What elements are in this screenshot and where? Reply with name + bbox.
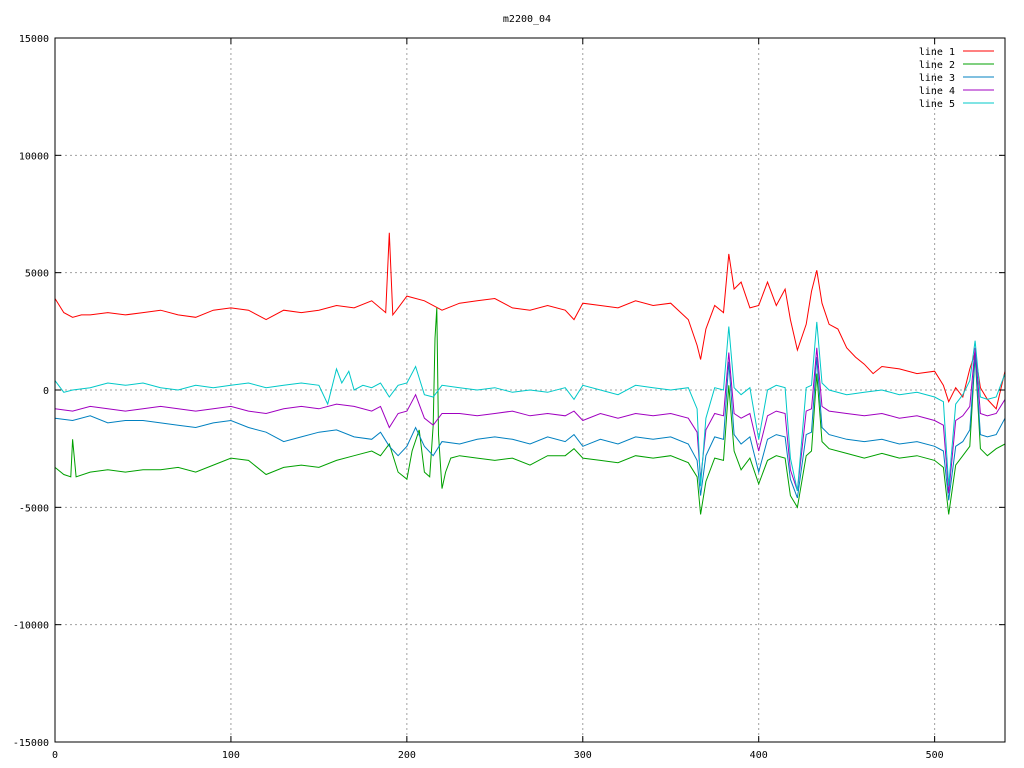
x-tick-label: 200 [398, 750, 416, 761]
legend-label: line 2 [919, 60, 955, 71]
series-line-5 [54, 321, 1006, 492]
series-line-4 [54, 347, 1006, 494]
series-line-2 [54, 307, 1006, 515]
legend-label: line 3 [919, 73, 955, 84]
y-tick-label: 15000 [19, 34, 49, 45]
tick-layer: 0 100 200 300 400 500 -15000 -10000 -5000 0 5000 10… [13, 34, 1005, 761]
x-tick-label: 300 [574, 750, 592, 761]
x-tick-label: 400 [750, 750, 768, 761]
x-tick-label: 100 [222, 750, 240, 761]
series-layer [54, 232, 1006, 515]
grid-layer [55, 38, 1005, 742]
y-tick-label: -5000 [19, 503, 49, 514]
y-tick-label: 0 [43, 386, 49, 397]
x-tick-label: 0 [52, 750, 58, 761]
x-tick-label: 500 [926, 750, 944, 761]
chart-title: m2200_04 [503, 14, 551, 25]
y-tick-label: -10000 [13, 621, 49, 632]
legend: line 1 line 2 line 3 line 4 line 5 [919, 47, 994, 110]
series-line-3 [54, 354, 1006, 501]
legend-label: line 1 [919, 47, 955, 58]
legend-label: line 4 [919, 86, 955, 97]
y-tick-label: 10000 [19, 151, 49, 162]
legend-label: line 5 [919, 99, 955, 110]
series-line-1 [54, 232, 1006, 410]
y-tick-label: 5000 [25, 269, 49, 280]
y-tick-label: -15000 [13, 738, 49, 749]
